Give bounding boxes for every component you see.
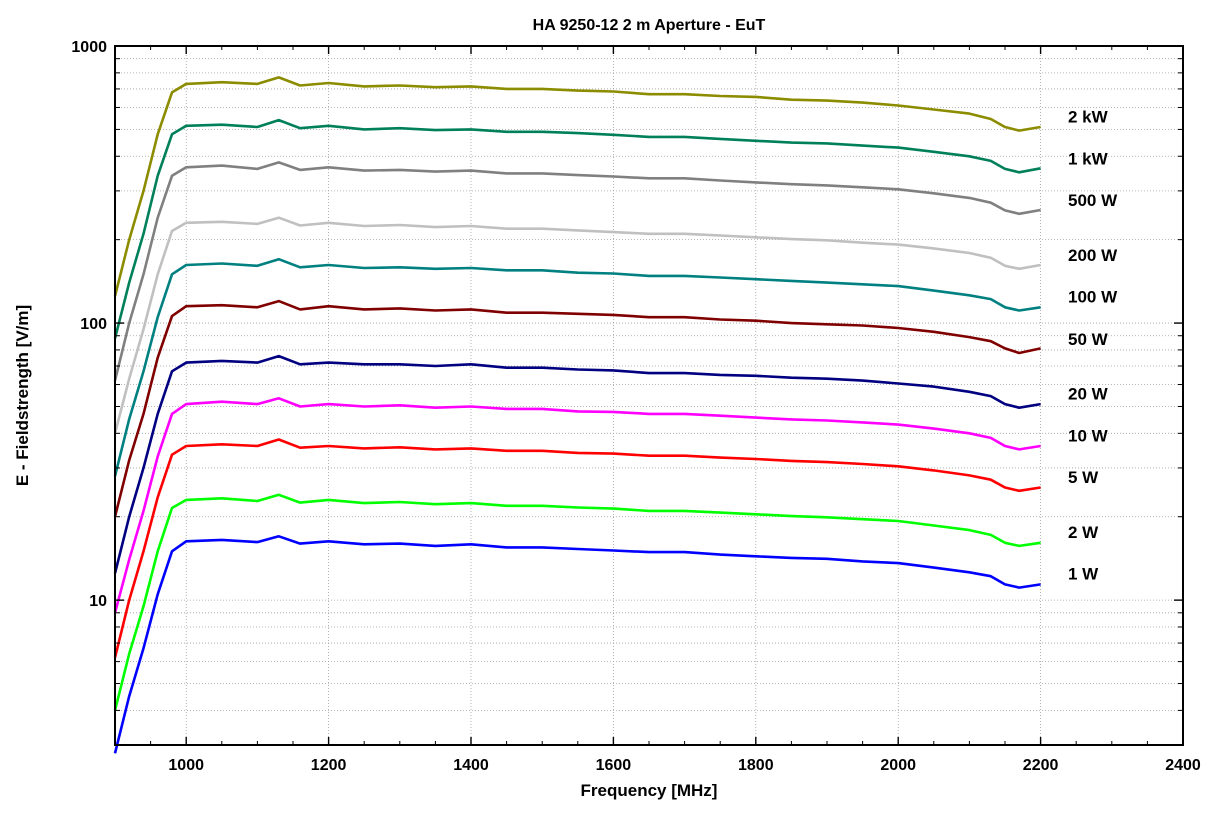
series-line-5-w <box>113 438 1041 658</box>
series-line-1-kw <box>113 118 1041 339</box>
series-line-200-w <box>113 216 1041 434</box>
x-tick-label: 1200 <box>311 757 347 774</box>
series-label: 10 W <box>1068 426 1109 445</box>
series-label: 200 W <box>1068 246 1118 265</box>
series-line-2-w <box>113 493 1041 711</box>
x-tick-label: 2200 <box>1023 757 1059 774</box>
series-label: 100 W <box>1068 288 1118 307</box>
series-label: 1 kW <box>1068 149 1109 168</box>
series-label: 1 W <box>1068 565 1099 584</box>
series-line-1-w <box>113 534 1041 754</box>
x-tick-label: 1400 <box>453 757 489 774</box>
series-lines <box>113 76 1041 754</box>
series-line-2-kw <box>113 76 1041 297</box>
plot-frame <box>114 45 1184 746</box>
x-tick-label: 1600 <box>596 757 632 774</box>
series-line-50-w <box>113 299 1041 518</box>
x-tick-label: 2000 <box>880 757 916 774</box>
series-label: 2 kW <box>1068 108 1109 127</box>
y-tick-label: 1000 <box>71 39 107 56</box>
y-tick-label: 10 <box>89 593 107 610</box>
series-label: 20 W <box>1068 385 1109 404</box>
x-axis-label: Frequency [MHz] <box>581 781 718 800</box>
series-label: 2 W <box>1068 523 1099 542</box>
x-tick-label: 2400 <box>1165 757 1201 774</box>
series-line-100-w <box>113 257 1041 477</box>
series-label: 50 W <box>1068 330 1109 349</box>
y-axis-label: E - Fieldstrength [V/m] <box>13 305 32 486</box>
series-line-10-w <box>113 396 1041 614</box>
chart-title: HA 9250-12 2 m Aperture - EuT <box>533 17 766 34</box>
axis-ticks: 1000 1200 1400 1600 1800 2000 2200 2400 10 100 100… <box>71 39 1200 774</box>
series-labels: 2 kW 1 kW 500 W 200 W 100 W 50 W 20 W 10 W 5 W 2 … <box>1068 108 1118 584</box>
x-tick-label: 1800 <box>738 757 774 774</box>
grid <box>115 46 1183 745</box>
series-line-20-w <box>113 354 1041 574</box>
series-label: 5 W <box>1068 468 1099 487</box>
series-line-500-w <box>113 161 1041 381</box>
series-label: 500 W <box>1068 191 1118 210</box>
y-tick-label: 100 <box>80 316 107 333</box>
x-tick-label: 1000 <box>168 757 204 774</box>
